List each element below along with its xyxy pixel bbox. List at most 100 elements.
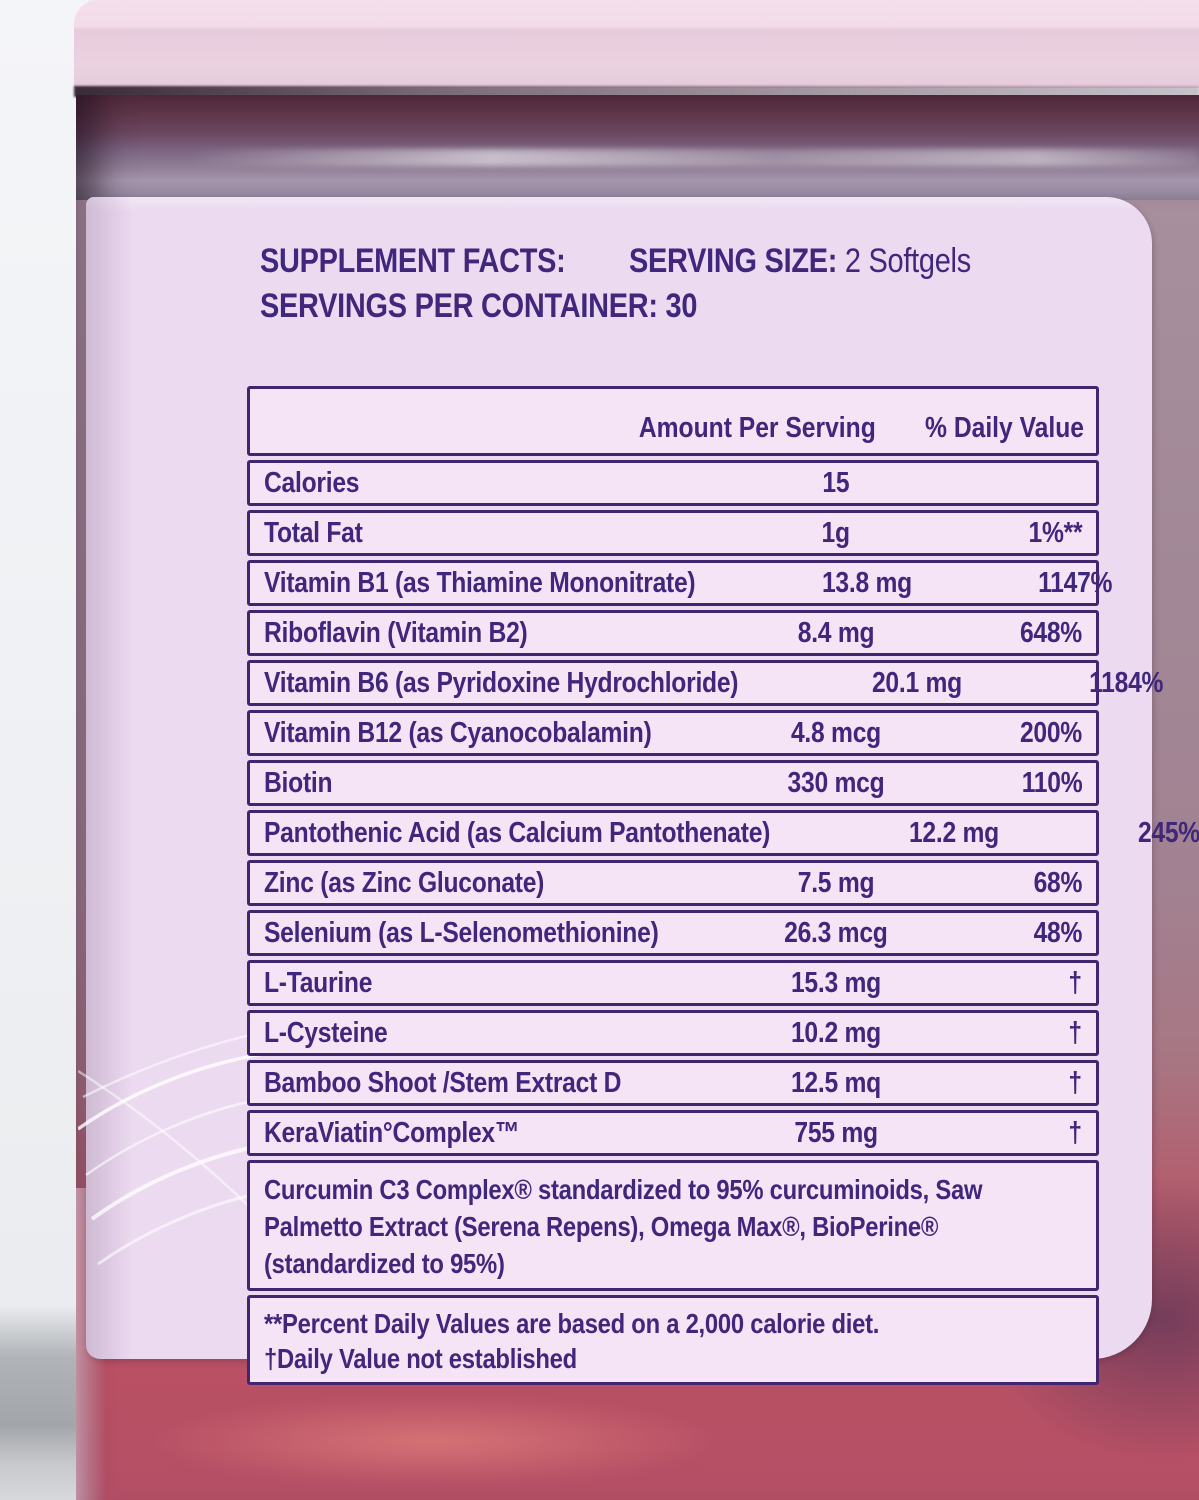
nutrient-name: Zinc (as Zinc Gluconate) (250, 867, 741, 900)
table-row: Vitamin B12 (as Cyanocobalamin) 4.8 mcg 20… (247, 710, 1099, 756)
daily-value: 1%** (931, 517, 1096, 550)
amount-per-serving: 4.8 mcg (741, 717, 931, 750)
nutrient-name: Bamboo Shoot /Stem Extract D (250, 1067, 741, 1100)
nutrient-name-text: L-Cysteine (264, 1016, 388, 1049)
serving-size-value: 2 Softgels (844, 242, 971, 280)
blend-note-text: Curcumin C3 Complex® standardized to 95%… (264, 1174, 983, 1279)
supplement-facts-title: SUPPLEMENT FACTS: (260, 242, 566, 280)
nutrient-name-text: L-Taurine (264, 966, 373, 999)
daily-value-text: 68% (1033, 866, 1082, 899)
nutrient-name-text: Selenium (as L-Selenomethionine) (264, 916, 659, 949)
nutrient-name-text: Vitamin B6 (as Pyridoxine Hydrochloride) (264, 666, 739, 699)
cap-jar-seam (74, 86, 1199, 97)
amount-per-serving-text: 4.8 mcg (790, 716, 882, 749)
table-row: Vitamin B1 (as Thiamine Mononitrate) 13.8… (247, 560, 1113, 606)
softgel-highlight (143, 1396, 728, 1487)
daily-value: 200% (931, 717, 1096, 750)
amount-per-serving: 15.3 mg (741, 967, 931, 1000)
serving-size-label: SERVING SIZE: (628, 242, 837, 280)
amount-per-serving-text: 20.1 mg (871, 666, 962, 699)
nutrient-name-text: Biotin (264, 766, 333, 799)
nutrient-rows: Calories 15 Total Fat 1g 1%** Vitamin B1 (as … (247, 460, 1199, 1156)
daily-value-text: † (1068, 966, 1083, 999)
proprietary-blend-note: Curcumin C3 Complex® standardized to 95%… (247, 1160, 1099, 1291)
nutrient-name: Pantothenic Acid (as Calcium Pantothenat… (250, 817, 859, 850)
supplement-label: SUPPLEMENT FACTS: SERVING SIZE: 2 Softge… (78, 197, 1199, 1385)
amount-per-serving: 12.5 mq (741, 1067, 931, 1100)
table-row: L-Taurine 15.3 mg † (247, 960, 1099, 1006)
amount-per-serving: 755 mg (741, 1117, 931, 1150)
amount-per-serving: 13.8 mg (772, 567, 962, 600)
daily-value: † (931, 1117, 1096, 1150)
amount-per-serving-text: 12.2 mg (909, 816, 1000, 849)
table-row: Selenium (as L-Selenomethionine) 26.3 mcg… (247, 910, 1099, 956)
table-row: Vitamin B6 (as Pyridoxine Hydrochloride)… (247, 660, 1163, 706)
amount-per-serving: 1g (741, 517, 931, 550)
nutrient-name: Riboflavin (Vitamin B2) (250, 617, 741, 650)
nutrient-name: Vitamin B1 (as Thiamine Mononitrate) (250, 567, 772, 600)
daily-value: † (931, 1017, 1096, 1050)
amount-per-serving-text: 12.5 mq (790, 1066, 882, 1099)
amount-per-serving-text: 1g (821, 516, 851, 549)
table-row: Pantothenic Acid (as Calcium Pantothenat… (247, 810, 1199, 856)
facts-table: Amount Per Serving % Daily Value Calorie… (247, 386, 1199, 1389)
table-row: KeraViatin°Complex™ 755 mg † (247, 1110, 1099, 1156)
daily-value-text: † (1068, 1116, 1083, 1149)
daily-value: † (931, 1067, 1096, 1100)
nutrient-name-text: Bamboo Shoot /Stem Extract D (264, 1066, 622, 1099)
serving-size-line: SERVING SIZE: 2 Softgels (629, 239, 971, 284)
daily-value-text: 1%** (1028, 516, 1082, 549)
daily-value-text: 200% (1019, 716, 1082, 749)
label-header: SUPPLEMENT FACTS: SERVING SIZE: 2 Softge… (260, 239, 1152, 329)
daily-value: 648% (931, 617, 1096, 650)
nutrient-name: L-Taurine (250, 967, 741, 1000)
daily-value: 1147% (962, 567, 1127, 600)
nutrient-name-text: Vitamin B1 (as Thiamine Mononitrate) (264, 566, 696, 599)
amount-per-serving: 26.3 mcg (741, 917, 931, 950)
nutrient-name: Biotin (250, 767, 741, 800)
nutrient-name: Vitamin B12 (as Cyanocobalamin) (250, 717, 741, 750)
amount-per-serving: 20.1 mg (822, 667, 1012, 700)
daily-value-text: 1147% (1038, 566, 1113, 599)
daily-value: 48% (931, 917, 1096, 950)
column-daily-value: % Daily Value (925, 412, 1084, 444)
daily-value-text: † (1068, 1016, 1083, 1049)
column-amount-per-serving: Amount Per Serving (639, 412, 876, 444)
table-row: Calories 15 (247, 460, 1099, 506)
nutrient-name-text: Total Fat (264, 516, 363, 549)
nutrient-name-text: Pantothenic Acid (as Calcium Pantothenat… (264, 816, 771, 849)
footnotes: **Percent Daily Values are based on a 2,… (247, 1295, 1099, 1385)
daily-value-text: † (1068, 1066, 1083, 1099)
daily-value-text: 48% (1033, 916, 1082, 949)
table-row: Riboflavin (Vitamin B2) 8.4 mg 648% (247, 610, 1099, 656)
nutrient-name: Vitamin B6 (as Pyridoxine Hydrochloride) (250, 667, 822, 700)
amount-per-serving-text: 8.4 mg (797, 616, 875, 649)
amount-per-serving: 10.2 mg (741, 1017, 931, 1050)
nutrient-name: Total Fat (250, 517, 741, 550)
nutrient-name-text: Vitamin B12 (as Cyanocobalamin) (264, 716, 652, 749)
daily-value-text: 1184% (1088, 666, 1163, 699)
jar-neck (76, 95, 1199, 202)
daily-value (931, 467, 1096, 500)
daily-value: 1184% (1012, 667, 1177, 700)
daily-value: 245% (1049, 817, 1199, 850)
amount-per-serving: 330 mcg (741, 767, 931, 800)
table-row: Total Fat 1g 1%** (247, 510, 1099, 556)
nutrient-name-text: KeraViatin°Complex™ (264, 1116, 520, 1149)
amount-per-serving-text: 10.2 mg (790, 1016, 882, 1049)
amount-per-serving-text: 755 mg (794, 1116, 878, 1149)
daily-value: 68% (931, 867, 1096, 900)
footnote-daily-values: **Percent Daily Values are based on a 2,… (264, 1308, 880, 1339)
daily-value: 110% (931, 767, 1096, 800)
servings-label: SERVINGS PER CONTAINER: (260, 287, 658, 325)
table-row: Biotin 330 mcg 110% (247, 760, 1099, 806)
amount-per-serving: 15 (741, 467, 931, 500)
daily-value-text: 245% (1138, 816, 1199, 849)
nutrient-name-text: Riboflavin (Vitamin B2) (264, 616, 528, 649)
servings-value: 30 (665, 287, 698, 325)
nutrient-name-text: Calories (264, 466, 360, 499)
daily-value-text: 110% (1021, 766, 1082, 799)
nutrient-name: L-Cysteine (250, 1017, 741, 1050)
amount-per-serving: 8.4 mg (741, 617, 931, 650)
